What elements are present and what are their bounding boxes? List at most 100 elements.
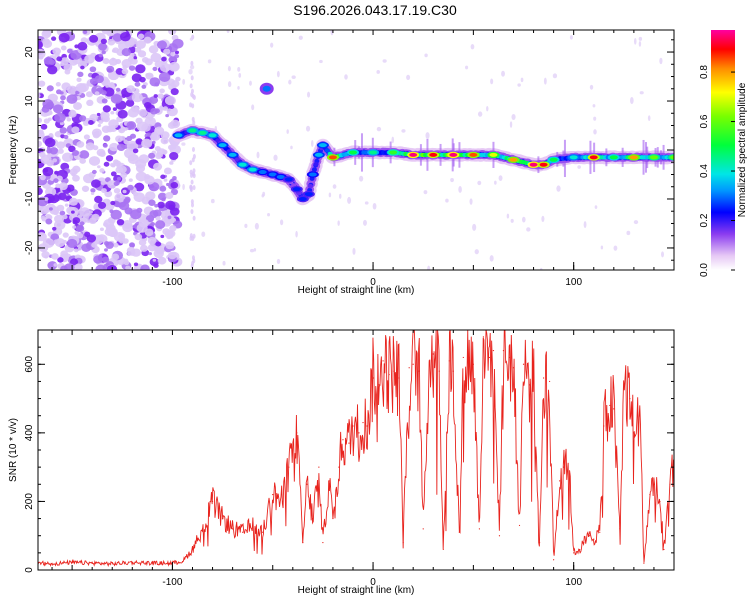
noise-speck (120, 172, 128, 179)
noise-speck (192, 185, 196, 191)
snr-point (623, 384, 625, 386)
noise-speck (172, 176, 177, 181)
noise-speck (100, 90, 107, 96)
noise-speck (119, 31, 131, 42)
noise-speck (506, 213, 510, 219)
snr-y-tick-label: 600 (24, 356, 35, 373)
noise-speck (127, 56, 134, 62)
noise-speck (123, 198, 131, 204)
snr-point (282, 500, 284, 503)
noise-speck (64, 69, 71, 75)
noise-speck (541, 215, 545, 223)
noise-speck (477, 111, 483, 117)
noise-speck (56, 204, 65, 212)
noise-speck (110, 93, 123, 104)
noise-speck (62, 152, 73, 162)
snr-point (338, 466, 340, 468)
noise-speck (153, 162, 163, 171)
noise-speck (291, 75, 296, 79)
noise-speck (135, 138, 143, 145)
noise-speck (99, 227, 104, 232)
noise-speck (189, 64, 195, 70)
noise-speck (76, 140, 85, 148)
noise-speck (382, 59, 387, 63)
snr-x-tick-label: 0 (370, 577, 376, 588)
snr-point (448, 360, 450, 362)
noise-speck (150, 107, 158, 115)
noise-speck (165, 191, 174, 199)
noise-speck (77, 71, 84, 78)
noise-speck (127, 184, 134, 191)
noise-speck (105, 241, 114, 249)
noise-speck (163, 167, 172, 175)
noise-speck (66, 94, 78, 104)
noise-speck (101, 125, 111, 134)
noise-speck (102, 256, 110, 263)
noise-speck (170, 119, 181, 129)
noise-speck (42, 38, 50, 45)
noise-speck (157, 201, 165, 209)
noise-speck (189, 37, 194, 41)
noise-speck (165, 200, 176, 210)
noise-speck (517, 83, 521, 87)
noise-speck (157, 192, 167, 201)
noise-speck (157, 93, 164, 99)
noise-speck (48, 207, 53, 211)
noise-speck (569, 35, 573, 40)
snr-point (659, 500, 661, 503)
noise-speck (155, 241, 162, 247)
noise-speck (79, 150, 90, 159)
noise-speck (113, 242, 119, 248)
noise-speck (81, 185, 90, 192)
noise-speck (114, 160, 122, 167)
snr-point (609, 404, 611, 407)
noise-speck (60, 95, 66, 101)
noise-speck (66, 184, 75, 192)
noise-speck (104, 190, 113, 198)
noise-speck (55, 188, 60, 193)
noise-speck (58, 192, 67, 201)
noise-speck (190, 199, 194, 205)
snr-point (296, 432, 298, 434)
noise-speck (152, 258, 157, 262)
noise-speck (38, 40, 44, 49)
ridge-peak (589, 155, 598, 160)
colorbar-tick-label: 0.4 (699, 164, 710, 178)
noise-speck (191, 93, 195, 99)
noise-speck (54, 112, 66, 123)
snr-point (372, 377, 374, 379)
noise-speck (128, 65, 136, 71)
noise-speck (44, 196, 49, 201)
noise-speck (251, 104, 255, 111)
noise-speck (469, 198, 473, 205)
ridge-peak (348, 150, 357, 155)
snr-x-label: Height of straight line (km) (298, 585, 415, 596)
noise-speck (145, 214, 155, 223)
noise-speck (164, 95, 176, 106)
noise-speck (92, 132, 100, 139)
snr-point (428, 360, 430, 362)
noise-speck (62, 214, 68, 220)
noise-speck (189, 83, 193, 89)
snr-line-layer (38, 330, 674, 567)
colorbar: 0.0 0.2 0.4 0.6 0.8 Normalized spectral ampl… (699, 30, 748, 277)
ridge-peak (489, 152, 498, 157)
snr-point (262, 531, 264, 533)
ridge-peak (409, 152, 418, 157)
noise-speck (148, 45, 159, 54)
snr-point (288, 466, 290, 468)
ridge-peak (198, 130, 207, 135)
noise-speck (337, 220, 340, 226)
snr-y-tick-label: 400 (24, 424, 35, 441)
noise-speck (423, 190, 428, 195)
noise-speck (57, 148, 64, 154)
snr-point (639, 415, 641, 417)
noise-speck (39, 232, 44, 237)
noise-speck (125, 265, 131, 270)
noise-speck (128, 178, 133, 182)
ridge-peak (389, 150, 398, 155)
snr-point (408, 367, 410, 369)
noise-speck (80, 65, 85, 70)
noise-speck (105, 155, 114, 162)
